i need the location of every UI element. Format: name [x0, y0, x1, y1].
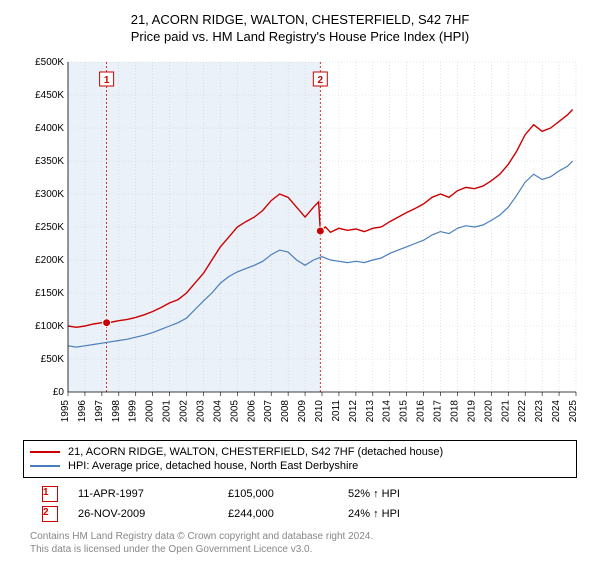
sale-price: £105,000 [228, 488, 348, 500]
svg-text:1999: 1999 [128, 400, 139, 423]
sales-table: 1 11-APR-1997 £105,000 52% ↑ HPI 2 26-NO… [30, 484, 570, 524]
legend-swatch-hpi [30, 465, 60, 467]
legend-swatch-property [30, 451, 60, 453]
svg-text:1995: 1995 [60, 400, 71, 423]
svg-text:2015: 2015 [399, 400, 410, 423]
svg-text:2007: 2007 [263, 400, 274, 423]
footnote-line-2: This data is licensed under the Open Gov… [30, 543, 570, 556]
svg-text:£200K: £200K [35, 255, 64, 266]
svg-text:2024: 2024 [551, 400, 562, 423]
footnote-line-1: Contains HM Land Registry data © Crown c… [30, 530, 570, 543]
footnote: Contains HM Land Registry data © Crown c… [30, 530, 570, 556]
svg-text:2023: 2023 [534, 400, 545, 423]
sale-hpi: 24% ↑ HPI [348, 508, 468, 520]
svg-text:2005: 2005 [229, 400, 240, 423]
sale-date: 11-APR-1997 [78, 488, 228, 500]
svg-text:2001: 2001 [162, 400, 173, 423]
legend-row-hpi: HPI: Average price, detached house, Nort… [30, 459, 570, 473]
legend-label-property: 21, ACORN RIDGE, WALTON, CHESTERFIELD, S… [68, 446, 443, 458]
svg-text:2016: 2016 [416, 400, 427, 423]
sales-row: 1 11-APR-1997 £105,000 52% ↑ HPI [30, 484, 570, 504]
svg-text:1996: 1996 [77, 400, 88, 423]
svg-text:2011: 2011 [331, 400, 342, 422]
sale-marker-badge: 1 [42, 486, 58, 502]
svg-text:2002: 2002 [179, 400, 190, 423]
svg-text:£250K: £250K [35, 222, 64, 233]
svg-text:2013: 2013 [365, 400, 376, 423]
svg-text:2008: 2008 [280, 400, 291, 423]
svg-text:2004: 2004 [212, 400, 223, 423]
svg-text:1997: 1997 [94, 400, 105, 423]
svg-text:2010: 2010 [314, 400, 325, 423]
price-chart: £0 £50K £100K £150K £200K £250K £300K £350K £400… [20, 52, 580, 432]
svg-text:£500K: £500K [35, 57, 64, 68]
svg-text:2003: 2003 [195, 400, 206, 423]
chart-svg: £0 £50K £100K £150K £200K £250K £300K £350K £400… [20, 52, 580, 432]
svg-text:2022: 2022 [517, 400, 528, 423]
svg-text:£50K: £50K [41, 354, 65, 365]
svg-text:1: 1 [104, 75, 110, 86]
legend-row-property: 21, ACORN RIDGE, WALTON, CHESTERFIELD, S… [30, 445, 570, 459]
chart-title-block: 21, ACORN RIDGE, WALTON, CHESTERFIELD, S… [10, 12, 590, 44]
sale-price: £244,000 [228, 508, 348, 520]
svg-text:£350K: £350K [35, 156, 64, 167]
svg-text:2021: 2021 [500, 400, 511, 423]
svg-text:1998: 1998 [111, 400, 122, 423]
svg-text:2009: 2009 [297, 400, 308, 423]
svg-text:£150K: £150K [35, 288, 64, 299]
sale-date: 26-NOV-2009 [78, 508, 228, 520]
svg-text:2: 2 [318, 75, 324, 86]
title-line-2: Price paid vs. HM Land Registry's House … [10, 29, 590, 44]
svg-text:2017: 2017 [433, 400, 444, 423]
svg-text:£300K: £300K [35, 189, 64, 200]
svg-text:2025: 2025 [568, 400, 579, 423]
svg-text:2006: 2006 [246, 400, 257, 423]
sales-row: 2 26-NOV-2009 £244,000 24% ↑ HPI [30, 504, 570, 524]
svg-text:£400K: £400K [35, 123, 64, 134]
svg-text:2019: 2019 [466, 400, 477, 423]
svg-text:2020: 2020 [483, 400, 494, 423]
svg-text:£450K: £450K [35, 90, 64, 101]
sale-hpi: 52% ↑ HPI [348, 488, 468, 500]
svg-text:2014: 2014 [382, 400, 393, 423]
svg-text:2012: 2012 [348, 400, 359, 423]
svg-text:£100K: £100K [35, 321, 64, 332]
svg-text:£0: £0 [53, 387, 65, 398]
svg-text:2018: 2018 [449, 400, 460, 423]
legend-label-hpi: HPI: Average price, detached house, Nort… [68, 460, 358, 472]
sale-marker-badge: 2 [42, 506, 58, 522]
legend: 21, ACORN RIDGE, WALTON, CHESTERFIELD, S… [23, 440, 577, 478]
title-line-1: 21, ACORN RIDGE, WALTON, CHESTERFIELD, S… [10, 12, 590, 27]
svg-text:2000: 2000 [145, 400, 156, 423]
